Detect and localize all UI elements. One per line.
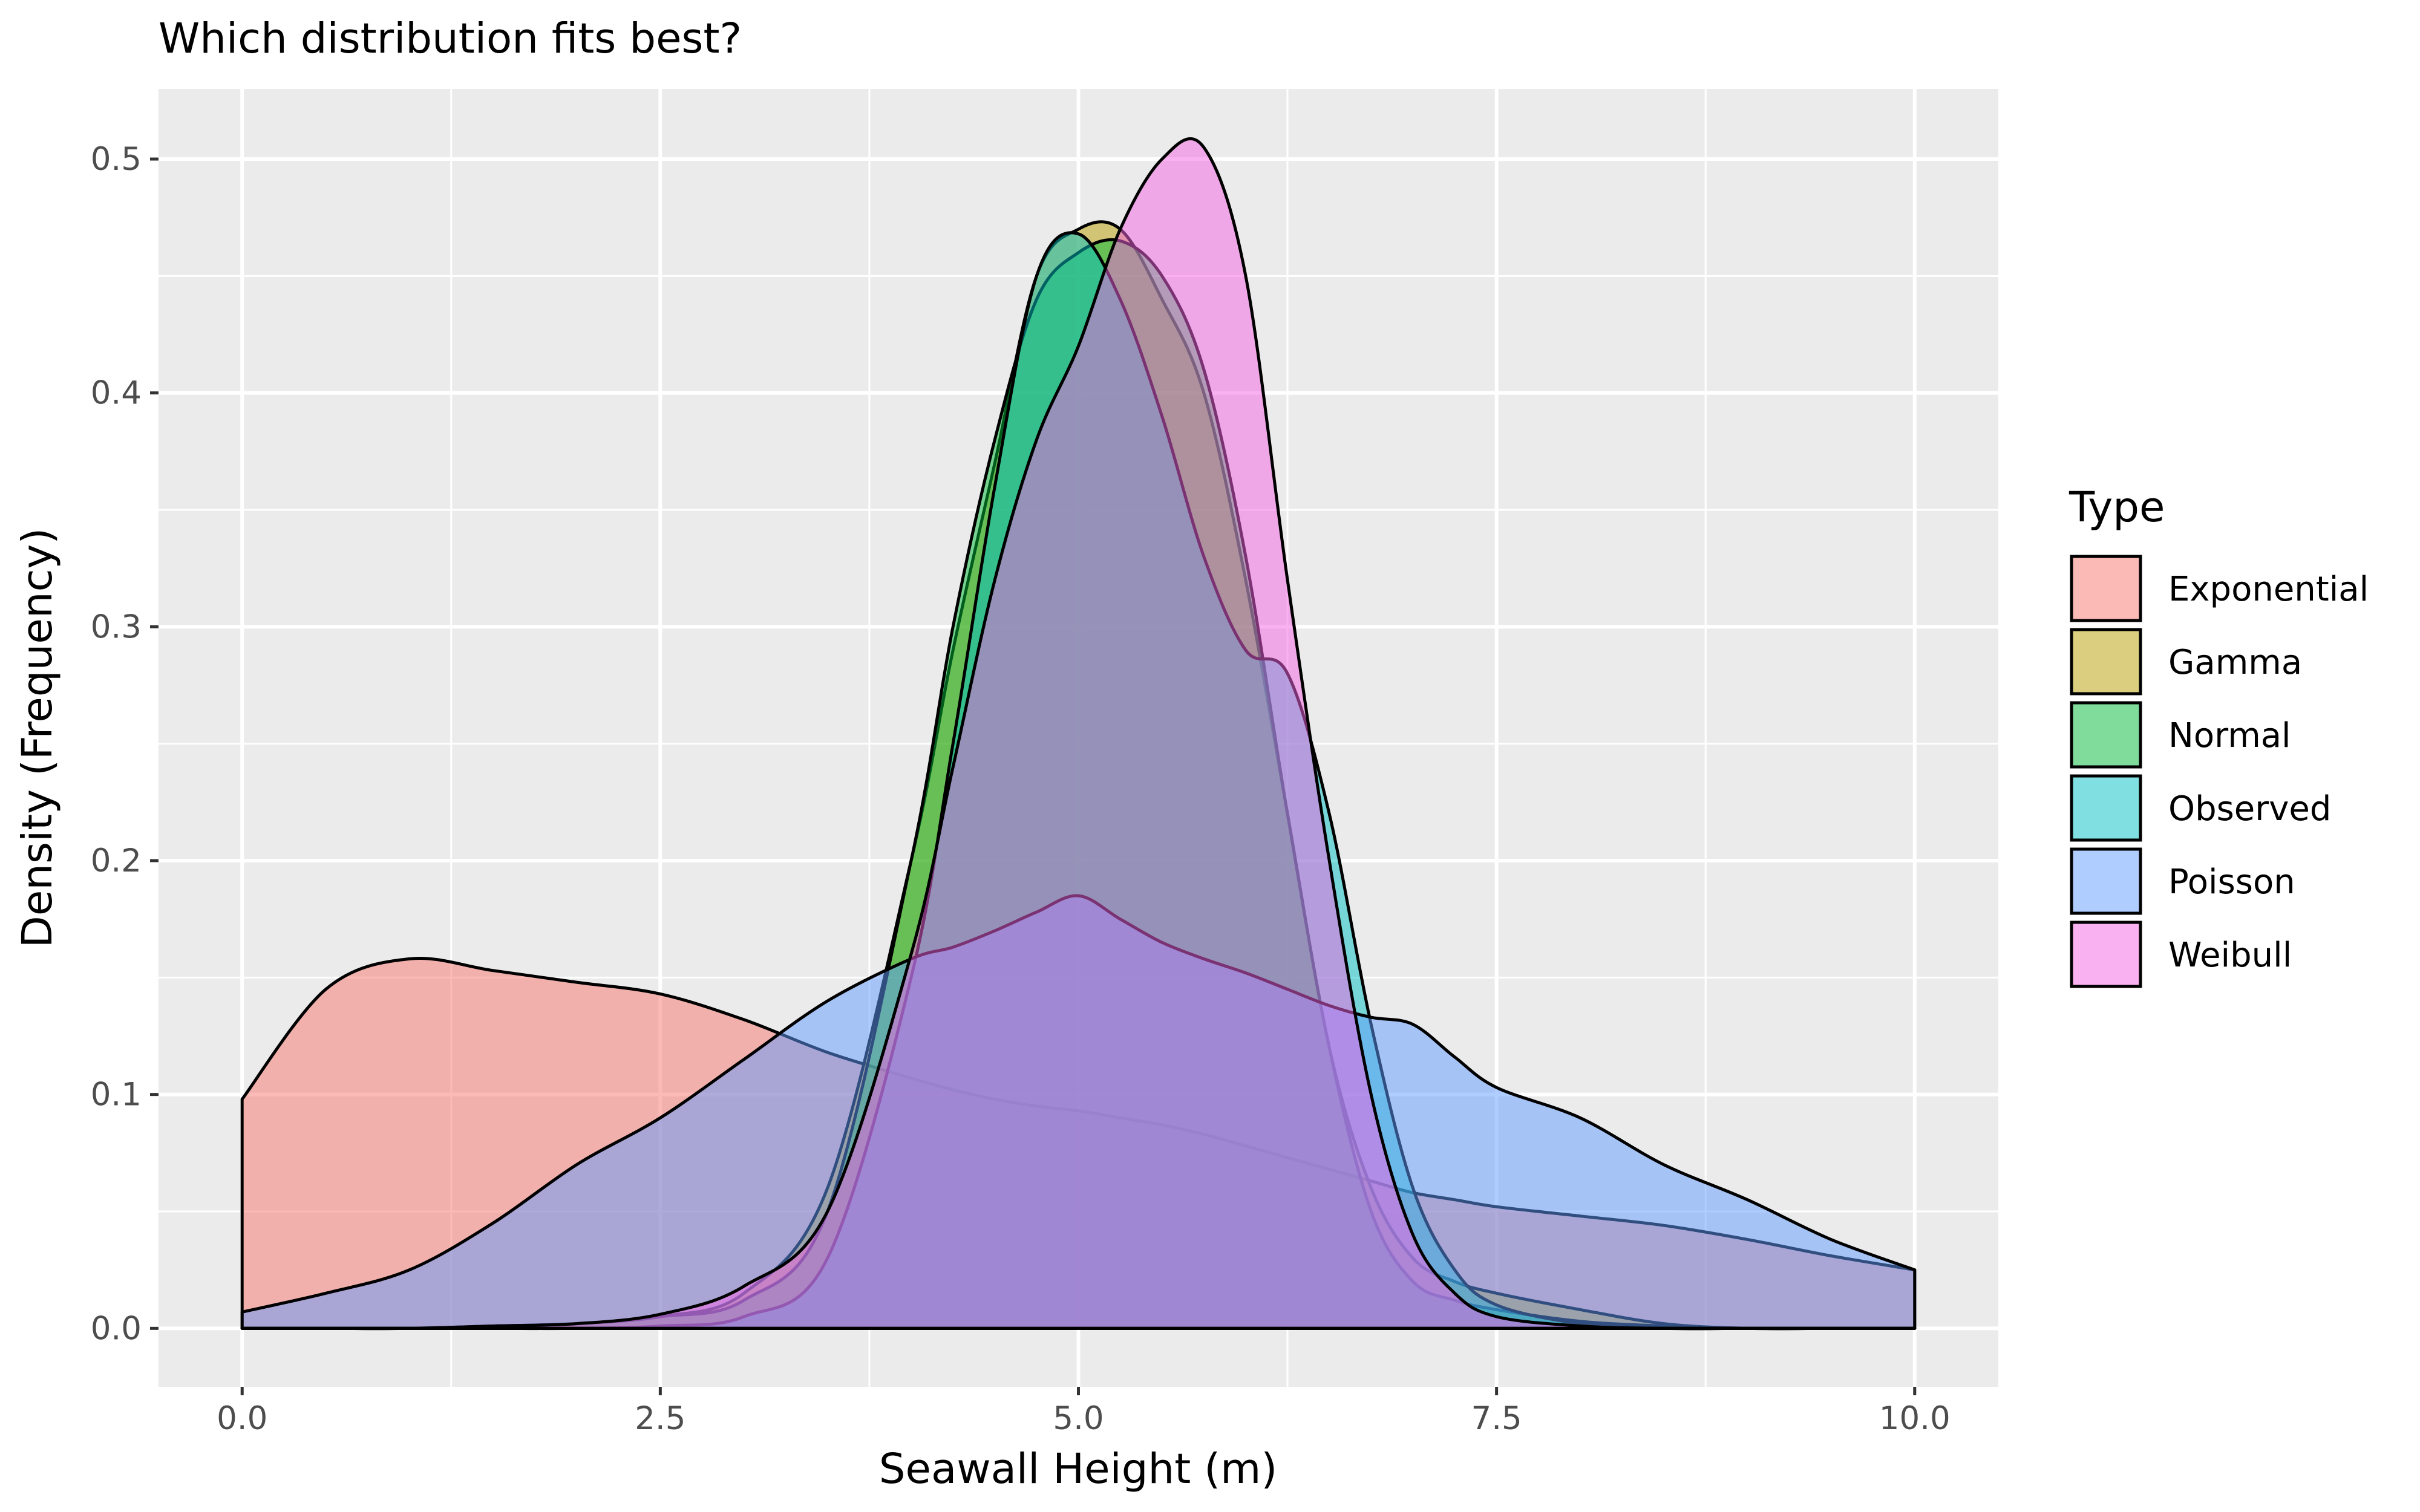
y-tick-label: 0.5: [91, 141, 142, 178]
legend-label-poisson: Poisson: [2168, 862, 2295, 902]
y-tick-label: 0.3: [91, 608, 142, 645]
legend-title: Type: [2068, 483, 2165, 532]
density-outline-weibull: [240, 137, 1917, 1331]
legend-label-gamma: Gamma: [2168, 643, 2302, 682]
legend-label-exponential: Exponential: [2168, 570, 2369, 609]
y-tick-label: 0.4: [91, 375, 142, 412]
legend-key-poisson: [2070, 847, 2142, 915]
legend-key-exponential: [2070, 555, 2142, 622]
legend-label-observed: Observed: [2168, 789, 2331, 829]
legend-label-weibull: Weibull: [2168, 936, 2292, 975]
x-tick-label: 0.0: [217, 1400, 267, 1437]
y-tick-label: 0.0: [91, 1310, 142, 1347]
legend-key-gamma: [2070, 628, 2142, 696]
legend-label-normal: Normal: [2168, 716, 2291, 755]
y-tick-label: 0.2: [91, 842, 142, 879]
x-tick-label: 5.0: [1053, 1400, 1104, 1437]
density-areas: [240, 137, 1917, 1331]
legend-key-weibull: [2070, 921, 2142, 988]
x-axis: 0.0 2.5 5.0 7.5 10.0: [217, 1387, 1951, 1437]
legend-key-observed: [2070, 774, 2142, 842]
legend: Type Exponential Gamma Normal Observed Poiss…: [2068, 483, 2369, 988]
y-axis-title: Density (Frequency): [13, 528, 62, 948]
x-tick-label: 10.0: [1879, 1400, 1951, 1437]
y-tick-label: 0.1: [91, 1077, 142, 1113]
density-area-weibull: [242, 138, 1915, 1329]
x-axis-title: Seawall Height (m): [879, 1445, 1278, 1493]
x-tick-label: 2.5: [635, 1400, 685, 1437]
legend-key-normal: [2070, 701, 2142, 769]
x-tick-label: 7.5: [1471, 1400, 1522, 1437]
y-axis: 0.0 0.1 0.2 0.3 0.4 0.5: [91, 141, 159, 1347]
chart-title: Which distribution fits best?: [159, 15, 742, 63]
